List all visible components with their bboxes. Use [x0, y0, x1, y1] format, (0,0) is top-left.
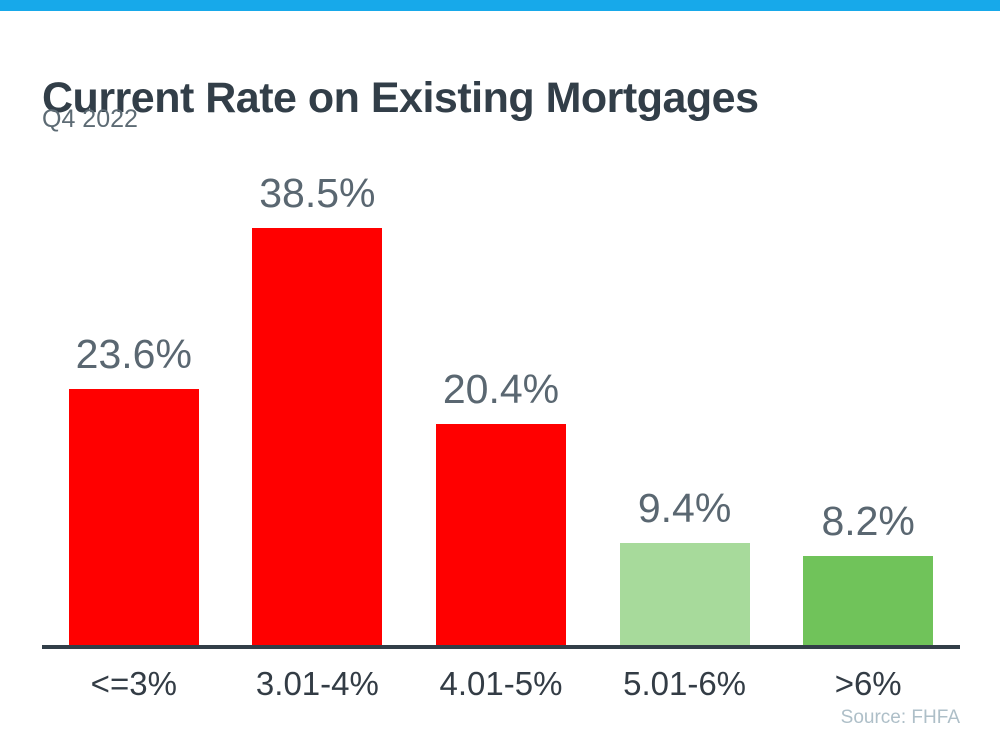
x-axis-line — [42, 645, 960, 649]
x-axis-tick-label: 4.01-5% — [439, 665, 563, 702]
bar — [252, 228, 383, 645]
bar-value-label: 38.5% — [259, 170, 376, 216]
source-attribution: Source: FHFA — [840, 707, 960, 728]
x-axis-tick-labels: <=3% 3.01-4% 4.01-5% 5.01-6% >6% — [42, 664, 960, 704]
bar-column: 9.4% — [593, 172, 777, 645]
accent-top-bar — [0, 0, 1000, 11]
bar — [619, 543, 750, 645]
x-axis-tick-label: <=3% — [90, 665, 177, 702]
bar — [435, 424, 566, 645]
x-axis-tick-label: 5.01-6% — [623, 665, 747, 702]
bar-column: 20.4% — [409, 172, 593, 645]
chart-subtitle: Q4 2022 — [42, 105, 138, 133]
bar-column: 38.5% — [226, 172, 410, 645]
bar — [68, 389, 199, 645]
x-axis-tick-label: 3.01-4% — [255, 665, 379, 702]
bar-value-label: 8.2% — [821, 498, 915, 544]
bar-value-label: 9.4% — [637, 485, 732, 531]
bar-value-label: 20.4% — [442, 366, 560, 412]
bar-column: 23.6% — [42, 172, 226, 645]
x-axis-tick-label: >6% — [834, 665, 902, 702]
page-title: Current Rate on Existing Mortgages — [42, 73, 759, 122]
bar — [803, 556, 934, 645]
bar-value-label: 23.6% — [75, 331, 192, 377]
bar-column: 8.2% — [776, 172, 960, 645]
bar-chart-plot-area: 23.6% 38.5% 20.4% 9.4% 8.2% — [42, 172, 960, 645]
